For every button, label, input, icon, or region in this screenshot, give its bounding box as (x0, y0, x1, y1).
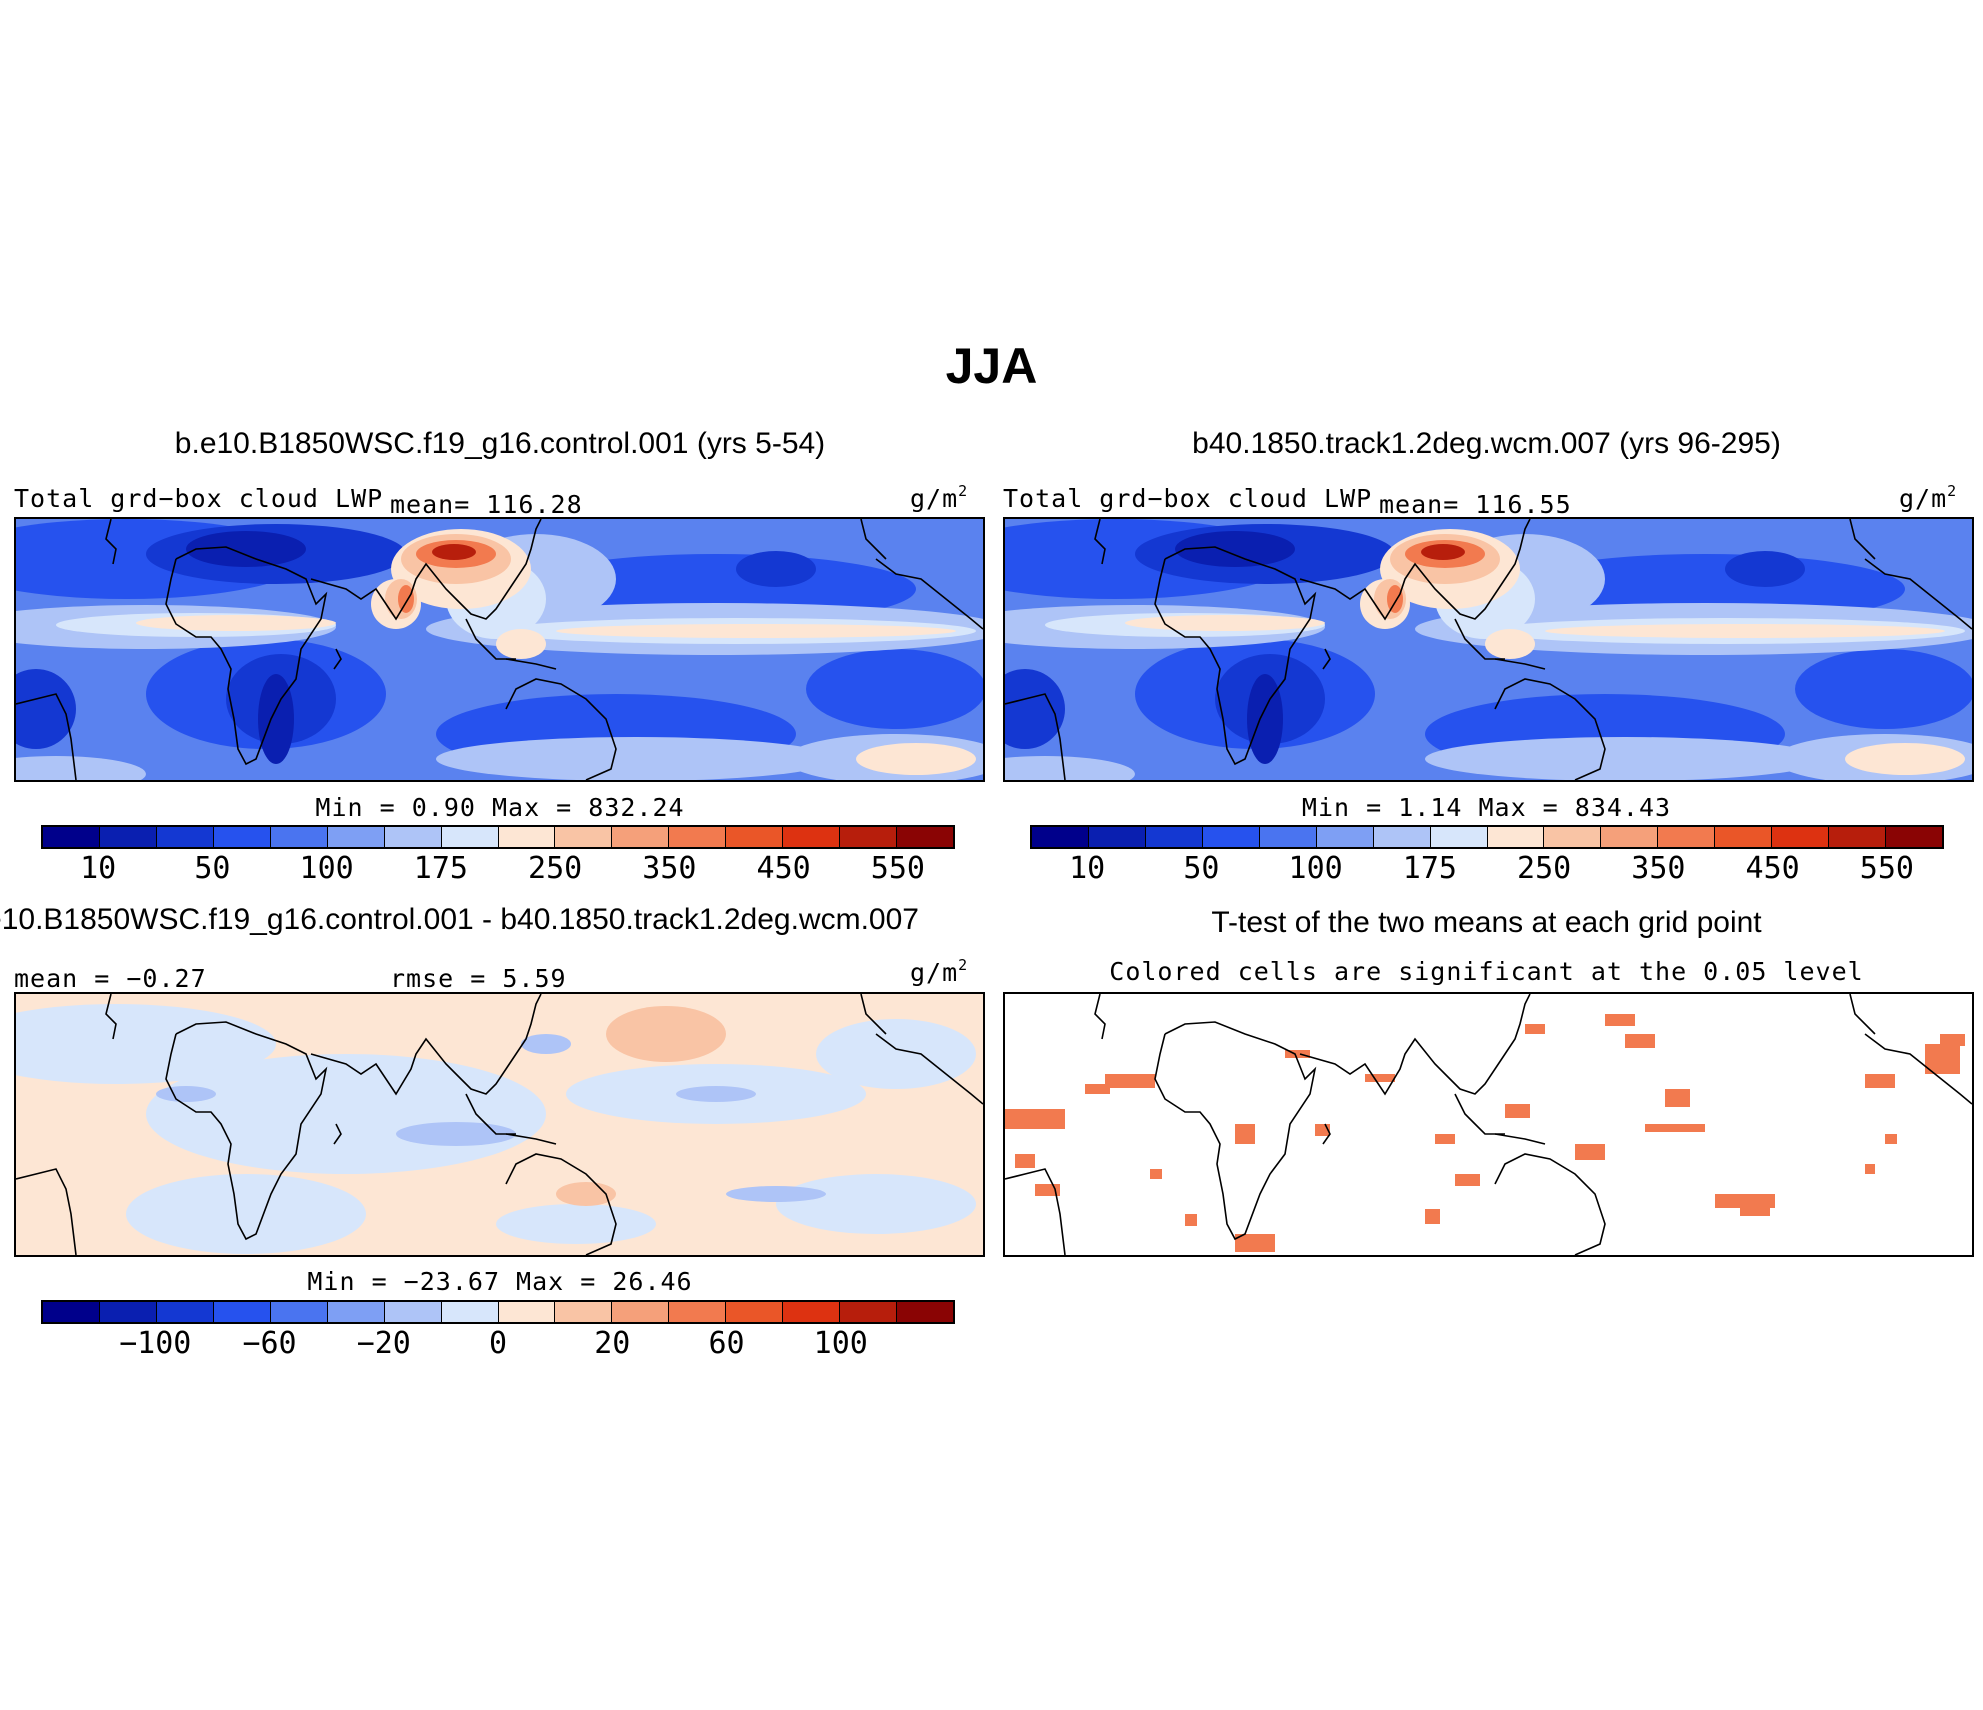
colorbar-swatch (1715, 827, 1773, 847)
colorbar-swatch (669, 1302, 727, 1322)
panel1-minmax: Min = 0.90 Max = 832.24 (315, 793, 685, 822)
colorbar-swatch (612, 1302, 670, 1322)
colorbar-swatch (441, 827, 499, 847)
colorbar-swatch (783, 1302, 841, 1322)
panel1-variable-label: Total grd−box cloud LWP (14, 484, 384, 513)
colorbar-tick-label: −60 (242, 1326, 297, 1361)
colorbar-swatch (897, 1302, 953, 1322)
colorbar-swatch (1202, 827, 1260, 847)
colorbar-swatch (384, 827, 442, 847)
colorbar-swatch (1544, 827, 1602, 847)
panel4-subtitle: Colored cells are significant at the 0.0… (1109, 957, 1864, 986)
colorbar-tick-label: 0 (488, 1326, 508, 1361)
panel2-units: g/m2 (1899, 482, 1958, 514)
panel3-mean: mean = −0.27 (14, 964, 207, 993)
colorbar-swatch (384, 1302, 442, 1322)
panel4-map (1003, 992, 1974, 1257)
colorbar-swatch (327, 1302, 385, 1322)
colorbar-swatch (726, 827, 784, 847)
panel3-title: b.e10.B1850WSC.f19_g16.control.001 - b40… (0, 903, 919, 936)
panel1-mean: mean= 116.28 (390, 490, 583, 519)
colorbar-tick-label: 100 (299, 851, 354, 886)
colorbar-tick-label: −20 (356, 1326, 411, 1361)
colorbar-swatch (1601, 827, 1659, 847)
panel2-colorbar (1030, 825, 1944, 849)
colorbar-swatch (1032, 827, 1089, 847)
colorbar-swatch (327, 827, 385, 847)
panel2-map (1003, 517, 1974, 782)
colorbar-swatch (1658, 827, 1716, 847)
colorbar-swatch (270, 827, 328, 847)
colorbar-tick-label: 350 (1631, 851, 1686, 886)
colorbar-tick-label: 175 (413, 851, 468, 886)
panel2-minmax: Min = 1.14 Max = 834.43 (1301, 793, 1672, 822)
panel4-title: T-test of the two means at each grid poi… (1211, 906, 1762, 939)
colorbar-swatch (840, 827, 898, 847)
colorbar-swatch (213, 1302, 271, 1322)
colorbar-swatch (1088, 827, 1146, 847)
colorbar-swatch (498, 1302, 556, 1322)
colorbar-swatch (555, 827, 613, 847)
colorbar-swatch (1487, 827, 1545, 847)
colorbar-swatch (270, 1302, 328, 1322)
colorbar-tick-label: 250 (528, 851, 583, 886)
panel3-rmse: rmse = 5.59 (390, 964, 567, 993)
colorbar-tick-label: 350 (642, 851, 697, 886)
colorbar-swatch (669, 827, 727, 847)
colorbar-tick-label: −100 (119, 1326, 192, 1361)
colorbar-tick-label: 550 (870, 851, 925, 886)
colorbar-swatch (99, 1302, 157, 1322)
colorbar-swatch (99, 827, 157, 847)
colorbar-tick-label: 250 (1517, 851, 1572, 886)
colorbar-swatch (1259, 827, 1317, 847)
panel1-units: g/m2 (910, 482, 969, 514)
colorbar-swatch (213, 827, 271, 847)
colorbar-swatch (726, 1302, 784, 1322)
colorbar-tick-label: 50 (1183, 851, 1220, 886)
colorbar-swatch (897, 827, 953, 847)
panel2-variable-label: Total grd−box cloud LWP (1003, 484, 1373, 513)
panel1-map (14, 517, 985, 782)
colorbar-swatch (43, 1302, 100, 1322)
colorbar-swatch (555, 1302, 613, 1322)
colorbar-tick-label: 100 (1288, 851, 1343, 886)
panel2-mean: mean= 116.55 (1379, 490, 1572, 519)
panel3-units: g/m2 (910, 956, 969, 988)
colorbar-swatch (1145, 827, 1203, 847)
panel1-colorbar (41, 825, 955, 849)
colorbar-swatch (441, 1302, 499, 1322)
colorbar-tick-label: 50 (194, 851, 231, 886)
figure-title: JJA (945, 338, 1038, 394)
colorbar-swatch (1316, 827, 1374, 847)
colorbar-swatch (1772, 827, 1830, 847)
colorbar-swatch (156, 827, 214, 847)
panel2-title: b40.1850.track1.2deg.wcm.007 (yrs 96-295… (1192, 427, 1781, 460)
colorbar-swatch (1886, 827, 1942, 847)
colorbar-swatch (1373, 827, 1431, 847)
colorbar-tick-label: 450 (1745, 851, 1800, 886)
colorbar-swatch (43, 827, 100, 847)
panel3-map (14, 992, 985, 1257)
panel3-minmax: Min = −23.67 Max = 26.46 (307, 1267, 693, 1296)
colorbar-swatch (783, 827, 841, 847)
colorbar-swatch (498, 827, 556, 847)
colorbar-swatch (612, 827, 670, 847)
colorbar-tick-label: 20 (594, 1326, 631, 1361)
colorbar-tick-label: 60 (708, 1326, 745, 1361)
panel1-title: b.e10.B1850WSC.f19_g16.control.001 (yrs … (174, 427, 826, 460)
colorbar-tick-label: 10 (80, 851, 117, 886)
colorbar-tick-label: 450 (756, 851, 811, 886)
panel3-colorbar (41, 1300, 955, 1324)
colorbar-swatch (840, 1302, 898, 1322)
colorbar-tick-label: 175 (1402, 851, 1457, 886)
colorbar-swatch (1829, 827, 1887, 847)
colorbar-tick-label: 10 (1069, 851, 1106, 886)
colorbar-swatch (1430, 827, 1488, 847)
colorbar-tick-label: 550 (1859, 851, 1914, 886)
colorbar-tick-label: 100 (813, 1326, 868, 1361)
colorbar-swatch (156, 1302, 214, 1322)
